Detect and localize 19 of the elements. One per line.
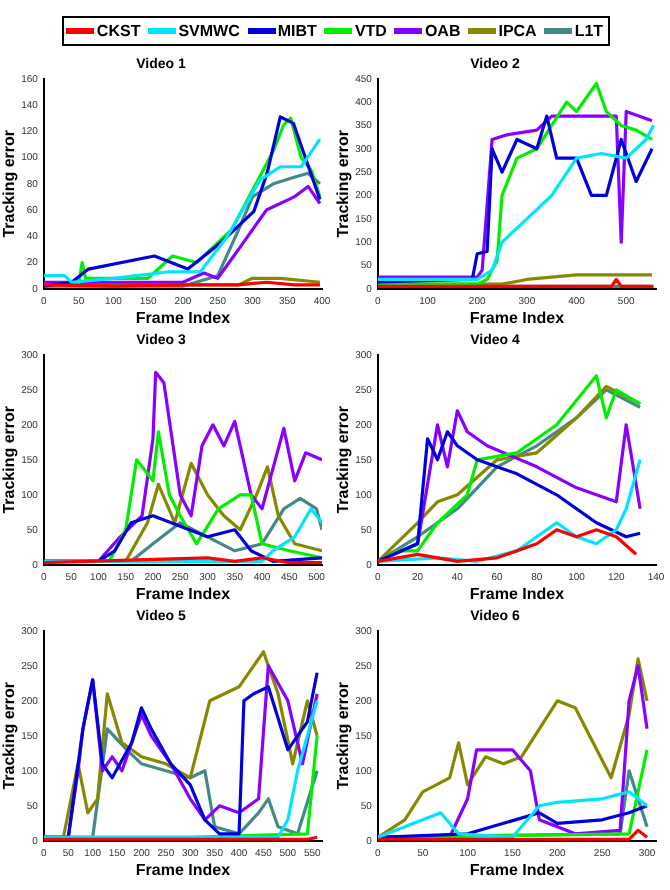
x-axis-title: Frame Index (135, 584, 232, 603)
x-axis-title: Frame Index (135, 860, 232, 879)
legend-label: SVMWC (176, 22, 240, 40)
legend-label: IPCA (496, 22, 537, 40)
x-axis-title: Frame Index (469, 584, 566, 603)
x-axis-title: Frame Index (469, 308, 566, 327)
legend-label: L1T (572, 22, 604, 40)
y-axis-title: Tracking error (0, 129, 19, 238)
legend-label: VTD (352, 22, 387, 40)
legend-label: OAB (422, 22, 461, 40)
legend-label: CKST (94, 22, 141, 40)
x-axis-title: Frame Index (469, 860, 566, 879)
y-axis-title: Tracking error (0, 405, 19, 514)
y-axis-title: Tracking error (0, 681, 19, 790)
x-axis-title: Frame Index (135, 308, 232, 327)
legend-label: MIBT (275, 22, 317, 40)
y-axis-title: Tracking error (334, 681, 353, 790)
y-axis-title: Tracking error (334, 129, 353, 238)
y-axis-title: Tracking error (334, 405, 353, 514)
